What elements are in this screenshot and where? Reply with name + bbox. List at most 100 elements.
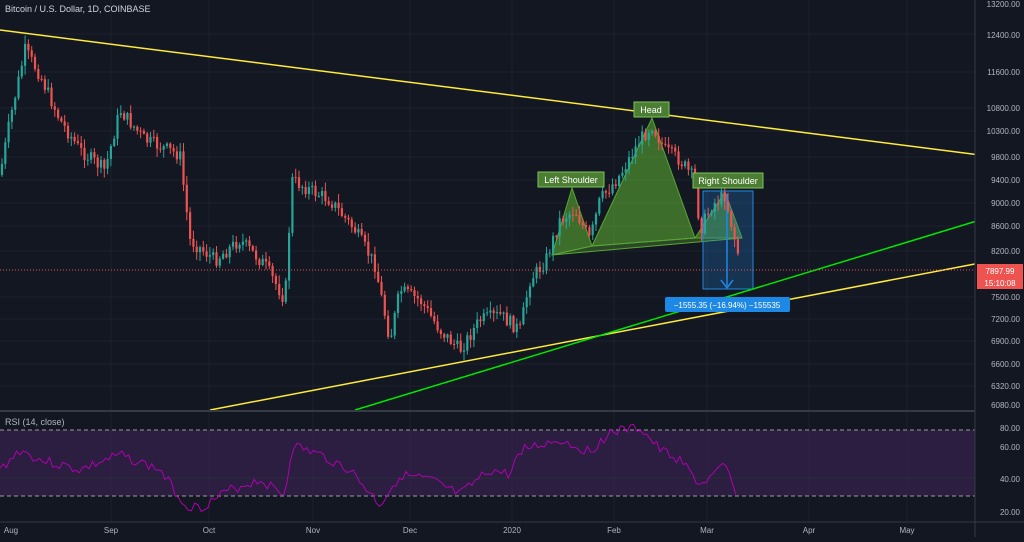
price-tick: 6320.00 [991, 382, 1020, 391]
time-tick: 2020 [503, 526, 521, 535]
price-tick: 11600.00 [987, 68, 1020, 77]
trendlines[interactable] [0, 29, 981, 411]
candle-body [466, 335, 469, 351]
candle-body [410, 288, 413, 291]
price-tick: 8600.00 [991, 222, 1020, 231]
green-support-trendline[interactable] [354, 219, 981, 411]
candle-body [70, 136, 73, 139]
candle-body [373, 254, 376, 272]
candle-body [627, 157, 631, 170]
candle-body [677, 151, 680, 165]
price-tick: 6080.00 [991, 401, 1020, 410]
candle-body [179, 151, 182, 160]
candle-body [126, 113, 129, 120]
rsi-pane[interactable]: RSI (14, close) [0, 417, 975, 513]
price-scale[interactable]: 13200.00 12400.00 11600.00 10800.00 1030… [987, 0, 1021, 410]
candle-body [703, 213, 706, 234]
candle-body [420, 298, 423, 305]
candle-body [284, 280, 287, 302]
symbol-title[interactable]: Bitcoin / U.S. Dollar, 1D, COINBASE [5, 4, 151, 14]
head-label: Head [640, 105, 662, 115]
head-and-shoulders-pattern[interactable] [551, 116, 743, 256]
candle-body [406, 286, 409, 289]
upper-resistance-trendline[interactable] [0, 29, 981, 156]
candle-body [380, 281, 383, 295]
candle-body [717, 202, 720, 204]
candle-body [33, 56, 37, 70]
candle-body [4, 142, 7, 164]
right-shoulder-label: Right Shoulder [698, 176, 758, 186]
candle-body [192, 238, 195, 247]
candle-body [268, 261, 271, 266]
candle-body [324, 191, 327, 202]
candle-body [443, 334, 446, 338]
candle-body [730, 210, 733, 227]
left-shoulder-label: Left Shoulder [544, 175, 598, 185]
candle-body [515, 323, 518, 333]
candle-body [63, 121, 66, 126]
candle-body [433, 315, 436, 322]
candle-body [57, 109, 60, 118]
candle-body [713, 202, 716, 212]
candle-body [657, 135, 660, 143]
rsi-scale[interactable]: 80.00 60.00 40.00 20.00 [1000, 424, 1021, 517]
candle-body [522, 307, 525, 325]
candle-body [367, 241, 370, 256]
candle-body [337, 202, 340, 209]
price-tick: 6600.00 [991, 360, 1020, 369]
candle-body [344, 215, 347, 218]
candle-body [27, 43, 30, 51]
candle-body [50, 87, 53, 107]
price-tick: 12400.00 [987, 31, 1021, 40]
candle-body [604, 191, 607, 193]
price-tick: 9800.00 [991, 153, 1020, 162]
rsi-line [0, 423, 737, 513]
candle-body [288, 232, 291, 281]
candle-body [90, 152, 93, 160]
measure-badge[interactable]: −1555.35 (−16.94%) −155535 [665, 297, 790, 312]
candle-body [621, 172, 624, 176]
candle-body [321, 191, 324, 196]
candle-body [707, 213, 710, 215]
candle-body [119, 113, 122, 116]
candle-body [363, 234, 367, 242]
candle-body [387, 315, 390, 337]
candle-body [169, 143, 172, 149]
candle-body [113, 138, 116, 146]
candlesticks [0, 35, 739, 361]
time-axis[interactable]: Aug Sep Oct Nov Dec 2020 Feb Mar Apr May [4, 526, 915, 535]
candle-body [149, 136, 152, 143]
candle-body [238, 244, 241, 249]
candle-body [99, 159, 103, 168]
bar-countdown: 15:10:08 [984, 279, 1016, 288]
candle-body [505, 312, 508, 326]
candle-body [307, 187, 310, 195]
candle-body [304, 186, 307, 195]
candle-body [66, 125, 70, 139]
candle-body [667, 144, 670, 148]
candle-body [274, 276, 277, 284]
candle-body [416, 296, 419, 299]
candle-body [311, 185, 314, 188]
candle-body [189, 212, 192, 239]
candle-body [476, 319, 479, 328]
candle-body [588, 227, 591, 236]
candle-body [710, 211, 713, 215]
candle-body [53, 106, 56, 110]
last-price-badge: 7897.99 15:10:08 [977, 264, 1023, 289]
candle-body [185, 184, 188, 213]
candle-body [231, 241, 235, 247]
candle-body [225, 253, 228, 258]
candle-body [469, 335, 472, 340]
candle-body [660, 142, 664, 144]
measure-badge-label: −1555.35 (−16.94%) −155535 [674, 301, 781, 310]
candle-body [548, 252, 551, 254]
price-tick: 9000.00 [991, 199, 1020, 208]
candle-body [245, 240, 248, 242]
candle-body [334, 202, 337, 208]
candle-body [162, 146, 165, 150]
candle-body [182, 151, 185, 185]
candle-body [235, 241, 238, 249]
